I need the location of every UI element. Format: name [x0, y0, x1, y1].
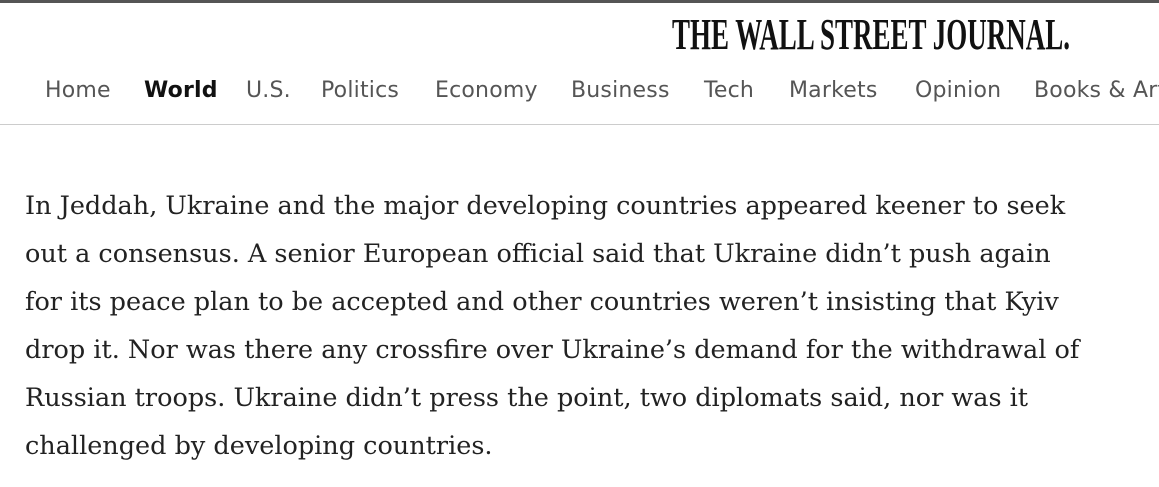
nav-item[interactable]: Politics [321, 78, 400, 103]
top-border [0, 0, 1159, 3]
article-body: In Jeddah, Ukraine and the major develop… [25, 186, 1079, 474]
article-line: Russian troops. Ukraine didn’t press the… [25, 383, 1029, 413]
article-line: In Jeddah, Ukraine and the major develop… [25, 191, 1066, 221]
logo[interactable]: THE WALL STREET JOURNAL. [670, 12, 1080, 56]
divider [0, 124, 1159, 125]
nav-item[interactable]: Home [45, 78, 111, 103]
nav-item[interactable]: Books & Arts [1034, 78, 1159, 103]
nav-item[interactable]: U.S. [246, 78, 291, 103]
article-line: challenged by developing countries. [25, 431, 493, 461]
nav-item[interactable]: Tech [704, 78, 755, 103]
nav-bar: Home World U.S. Politics Economy Business Tech… [0, 74, 1159, 110]
nav-item[interactable]: Business [571, 78, 670, 103]
logo-text[interactable]: THE WALL STREET JOURNAL. [672, 12, 1070, 56]
article-line: drop it. Nor was there any crossfire ove… [25, 335, 1080, 365]
nav-item[interactable]: Economy [435, 78, 538, 103]
article-line: for its peace plan to be accepted and ot… [25, 287, 1059, 317]
article-line: out a consensus. A senior European offic… [25, 239, 1051, 269]
nav-item[interactable]: Markets [789, 78, 878, 103]
nav-item[interactable]: Opinion [915, 78, 1002, 103]
nav-item[interactable]: World [144, 78, 218, 103]
